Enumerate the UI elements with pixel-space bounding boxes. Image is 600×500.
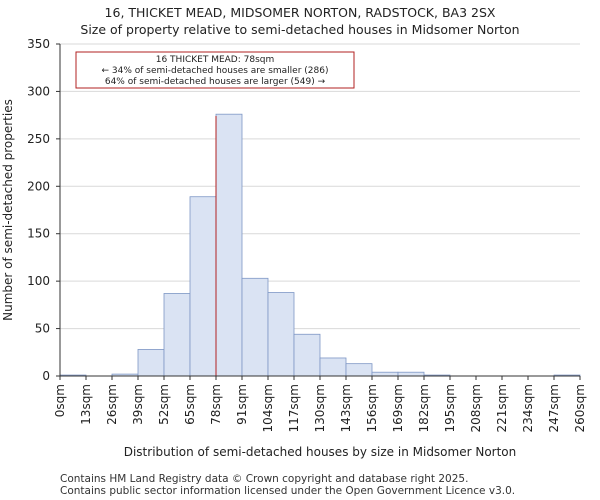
y-tick-label: 250	[27, 132, 50, 146]
x-tick-label: 260sqm	[573, 384, 587, 432]
histogram-bar	[163, 293, 191, 377]
annotation-line-1: 16 THICKET MEAD: 78sqm	[156, 55, 275, 65]
y-tick-label: 300	[27, 84, 50, 98]
annotation-line-3: 64% of semi-detached houses are larger (…	[105, 77, 326, 87]
x-tick-label: 221sqm	[495, 384, 509, 432]
x-tick-label: 0sqm	[53, 384, 67, 417]
x-tick-label: 91sqm	[235, 384, 249, 425]
annotation-frame	[75, 51, 355, 89]
y-tick-label: 50	[35, 322, 50, 336]
annotation-box: 16 THICKET MEAD: 78sqm ← 34% of semi-det…	[75, 51, 355, 89]
histogram-bar	[371, 371, 399, 377]
annotation-line-2: ← 34% of semi-detached houses are smalle…	[102, 66, 329, 76]
y-tick-label: 0	[42, 369, 50, 383]
x-tick-label: 169sqm	[391, 384, 405, 432]
histogram-bar	[293, 333, 321, 377]
x-tick-label: 13sqm	[79, 384, 93, 425]
x-tick-label: 182sqm	[417, 384, 431, 432]
histogram-bar	[397, 371, 425, 377]
x-tick-label: 39sqm	[131, 384, 145, 425]
x-tick-label: 234sqm	[521, 384, 535, 432]
histogram-bar	[319, 357, 347, 377]
y-axis-label: Number of semi-detached properties	[1, 99, 15, 321]
x-tick-label: 26sqm	[105, 384, 119, 425]
x-axis-label: Distribution of semi-detached houses by …	[124, 445, 517, 459]
x-tick-label: 78sqm	[209, 384, 223, 425]
x-tick-label: 65sqm	[183, 384, 197, 425]
histogram-bar	[215, 113, 243, 377]
x-tick-label: 195sqm	[443, 384, 457, 432]
footer-line-1: Contains HM Land Registry data © Crown c…	[60, 473, 469, 485]
x-tick-label: 130sqm	[313, 384, 327, 432]
y-tick-label: 200	[27, 179, 50, 193]
x-tick-label: 117sqm	[287, 384, 301, 432]
x-tick-label: 156sqm	[365, 384, 379, 432]
chart-subtitle: Size of property relative to semi-detach…	[80, 22, 520, 37]
x-tick-label: 143sqm	[339, 384, 353, 432]
x-tick-label: 52sqm	[157, 384, 171, 425]
x-tick-label: 104sqm	[261, 384, 275, 432]
histogram-bar	[267, 292, 295, 377]
x-tick-label: 247sqm	[547, 384, 561, 432]
histogram-bar	[189, 196, 217, 377]
histogram-bar	[137, 349, 165, 377]
x-tick-label: 208sqm	[469, 384, 483, 432]
histogram-bar	[345, 363, 373, 377]
y-tick-label: 100	[27, 274, 50, 288]
footer-line-2: Contains public sector information licen…	[60, 485, 516, 497]
chart-title: 16, THICKET MEAD, MIDSOMER NORTON, RADST…	[104, 5, 496, 20]
y-tick-label: 150	[27, 227, 50, 241]
histogram-bar	[241, 277, 269, 377]
y-tick-label: 350	[27, 37, 50, 51]
